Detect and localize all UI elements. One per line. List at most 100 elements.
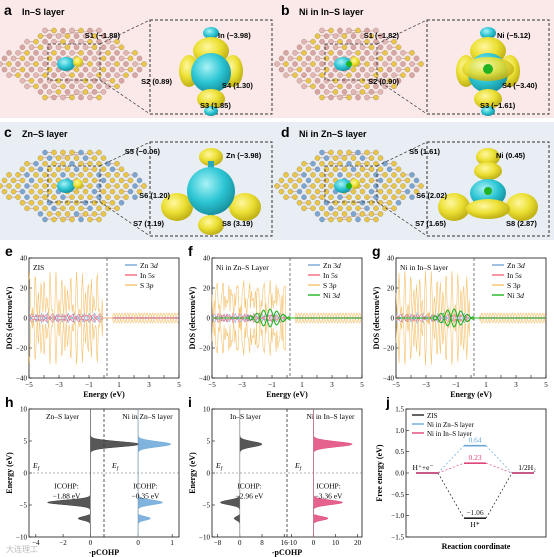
atom [359, 211, 366, 217]
atom [82, 166, 89, 173]
x-tick-label: 5 [360, 381, 364, 389]
atom [314, 177, 321, 184]
atom [359, 177, 366, 184]
atom [64, 77, 71, 84]
x-tick-label: 0 [238, 539, 242, 547]
atom [42, 149, 48, 156]
atom [346, 72, 352, 78]
atom [332, 166, 339, 173]
atom [301, 172, 307, 178]
atom [359, 33, 366, 39]
atom [127, 188, 134, 195]
atom [51, 61, 57, 67]
y-tick-label: −40 [16, 375, 27, 383]
atom [341, 77, 348, 84]
atom [314, 199, 321, 206]
atom [100, 55, 107, 62]
selection-box [47, 165, 101, 203]
lobe-yellow-upper [474, 162, 502, 180]
atom [391, 72, 397, 78]
atom [123, 172, 129, 178]
atom [418, 61, 424, 67]
atom [400, 50, 406, 56]
atom [301, 72, 307, 78]
lobe-cyan-center [187, 167, 235, 215]
atom [337, 205, 343, 212]
atom [15, 172, 21, 178]
atom [359, 66, 366, 73]
atom [132, 72, 138, 78]
atom [386, 188, 393, 195]
atom-charge-label: S5 (−0.06) [125, 147, 161, 156]
atom [319, 160, 325, 167]
chart-inset-label: Ni in Zn–S Layer [216, 263, 269, 272]
atom [296, 166, 303, 173]
atom [377, 44, 384, 51]
atom [33, 38, 39, 45]
atom [400, 61, 406, 67]
atom [91, 177, 98, 184]
atom-charge-label: Zn (−3.98) [226, 151, 262, 160]
atom [109, 66, 116, 73]
legend-orbital: d [337, 261, 341, 270]
atom [73, 89, 80, 95]
legend-orbital: d [520, 291, 524, 300]
atom [323, 89, 330, 95]
atom [78, 50, 84, 56]
fermi-subscript: f [38, 465, 41, 472]
y-tick-label: 40 [387, 255, 395, 263]
atom [105, 183, 111, 189]
atom [118, 55, 125, 62]
atom [123, 194, 129, 200]
lobe-cyan-top [203, 27, 219, 39]
atom [78, 149, 84, 156]
atom [19, 66, 26, 73]
atom [82, 188, 89, 195]
atom [91, 33, 98, 39]
atom [100, 44, 107, 51]
x-tick-label: −1 [85, 381, 93, 389]
atom [105, 61, 111, 67]
atom [96, 149, 102, 156]
atom [359, 166, 366, 173]
atom [109, 166, 116, 173]
atom [82, 199, 89, 206]
atom [319, 38, 325, 45]
atom [301, 38, 307, 45]
panel-b: b Ni in In–S layer S1 (−1.82) Ni (−5.12) S2 … [274, 0, 554, 118]
fermi-label: Ef [215, 461, 224, 472]
state-label: H⁺+e⁻ [413, 463, 434, 472]
atom [42, 27, 48, 34]
atom [109, 199, 116, 206]
atom [91, 188, 98, 195]
atom [319, 205, 325, 212]
atom [337, 194, 343, 200]
atom [346, 216, 352, 223]
atom [51, 94, 57, 101]
atom [332, 33, 339, 39]
atom [355, 38, 361, 45]
atom [355, 72, 361, 78]
atom [319, 72, 325, 78]
atom [323, 33, 330, 39]
x-tick-label: −5 [25, 381, 33, 389]
atom [118, 166, 125, 173]
atom [1, 177, 8, 184]
atom-charge-label: Ni (−5.12) [497, 31, 531, 40]
atom [24, 194, 30, 200]
atom [24, 72, 30, 78]
charge-yellow-blob [350, 57, 360, 67]
atom [73, 166, 80, 173]
atom [82, 66, 89, 73]
dos-series-down [28, 317, 179, 365]
atom [73, 77, 80, 84]
atom [82, 177, 89, 184]
atom [292, 50, 298, 56]
y-tick-label: −1.5 [391, 534, 404, 542]
atom [91, 66, 98, 73]
atom-charge-label: S2 (0.90) [368, 77, 399, 86]
atom [118, 199, 125, 206]
atom [55, 155, 62, 161]
atom [105, 50, 111, 56]
atom [350, 33, 357, 39]
